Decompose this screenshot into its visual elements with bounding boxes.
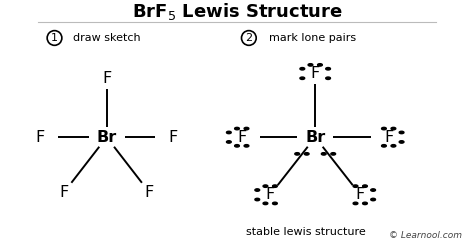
Circle shape bbox=[371, 189, 375, 191]
Text: BrF$_5$ Lewis Structure: BrF$_5$ Lewis Structure bbox=[132, 0, 342, 22]
Circle shape bbox=[371, 198, 375, 201]
Circle shape bbox=[318, 64, 322, 66]
Text: F: F bbox=[237, 130, 246, 145]
Text: mark lone pairs: mark lone pairs bbox=[269, 33, 356, 43]
Circle shape bbox=[227, 141, 231, 143]
Circle shape bbox=[235, 145, 239, 147]
Text: stable lewis structure: stable lewis structure bbox=[246, 227, 365, 236]
Text: 2: 2 bbox=[245, 33, 253, 43]
Circle shape bbox=[227, 131, 231, 134]
Circle shape bbox=[263, 202, 268, 205]
Text: F: F bbox=[102, 71, 111, 86]
Circle shape bbox=[235, 127, 239, 130]
Circle shape bbox=[321, 153, 326, 155]
Circle shape bbox=[255, 189, 260, 191]
Circle shape bbox=[308, 64, 313, 66]
Text: F: F bbox=[59, 185, 69, 200]
Circle shape bbox=[244, 127, 249, 130]
Text: Br: Br bbox=[305, 130, 325, 145]
Circle shape bbox=[391, 127, 396, 130]
Circle shape bbox=[300, 68, 305, 70]
Text: F: F bbox=[145, 185, 154, 200]
Circle shape bbox=[382, 145, 386, 147]
Circle shape bbox=[353, 202, 358, 205]
Circle shape bbox=[295, 153, 300, 155]
Text: F: F bbox=[310, 66, 320, 81]
Circle shape bbox=[353, 185, 358, 187]
Text: draw sketch: draw sketch bbox=[73, 33, 141, 43]
Circle shape bbox=[331, 153, 336, 155]
Circle shape bbox=[391, 145, 396, 147]
Circle shape bbox=[255, 198, 260, 201]
Circle shape bbox=[363, 185, 367, 187]
Circle shape bbox=[263, 185, 268, 187]
Circle shape bbox=[273, 202, 277, 205]
Text: Br: Br bbox=[97, 130, 117, 145]
Circle shape bbox=[304, 153, 309, 155]
Circle shape bbox=[300, 77, 305, 79]
Text: F: F bbox=[36, 130, 45, 145]
Circle shape bbox=[399, 141, 404, 143]
Circle shape bbox=[326, 77, 330, 79]
Text: 1: 1 bbox=[51, 33, 58, 43]
Circle shape bbox=[244, 145, 249, 147]
Text: F: F bbox=[384, 130, 393, 145]
Circle shape bbox=[363, 202, 367, 205]
Circle shape bbox=[399, 131, 404, 134]
Circle shape bbox=[326, 68, 330, 70]
Text: F: F bbox=[168, 130, 178, 145]
Text: F: F bbox=[356, 187, 365, 202]
Text: © Learnool.com: © Learnool.com bbox=[389, 231, 462, 240]
Circle shape bbox=[382, 127, 386, 130]
Text: F: F bbox=[265, 187, 275, 202]
Circle shape bbox=[273, 185, 277, 187]
